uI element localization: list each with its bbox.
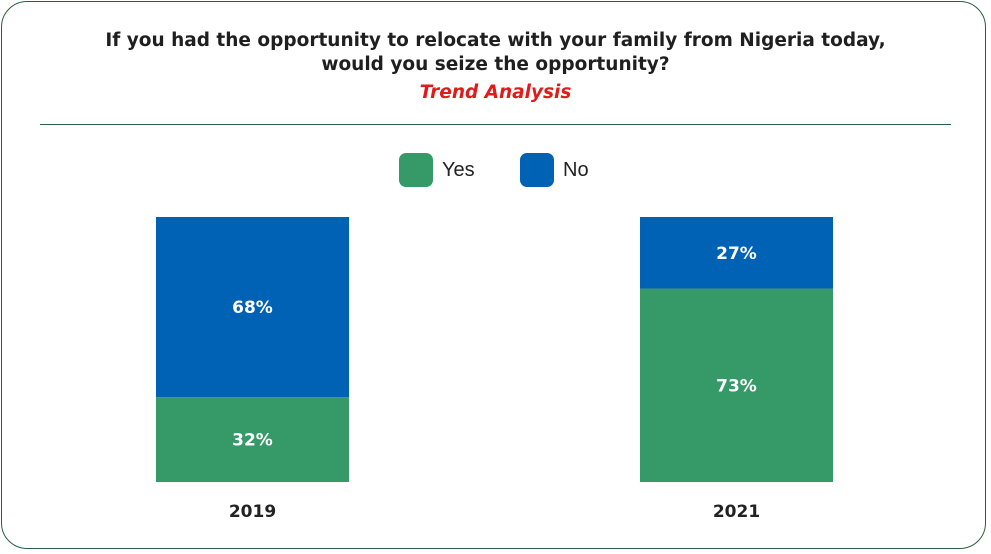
category-label-2021: 2021 bbox=[713, 502, 760, 522]
bar-2019-no bbox=[156, 217, 349, 398]
chart-title-line-1: If you had the opportunity to relocate w… bbox=[105, 30, 886, 51]
data-label-2019-no: 68% bbox=[232, 298, 273, 318]
data-label-2021-no: 27% bbox=[716, 244, 757, 264]
title-divider bbox=[40, 124, 951, 125]
legend-label-yes: Yes bbox=[442, 159, 475, 181]
legend-label-no: No bbox=[563, 159, 589, 181]
category-label-2019: 2019 bbox=[229, 502, 276, 522]
bar-2019-yes bbox=[156, 397, 349, 482]
bar-2021-no bbox=[640, 217, 833, 289]
chart-title: If you had the opportunity to relocate w… bbox=[0, 29, 991, 77]
chart-subtitle: Trend Analysis bbox=[419, 82, 572, 103]
legend-swatch-no bbox=[520, 153, 554, 187]
data-label-2019-yes: 32% bbox=[232, 431, 273, 451]
chart-title-line-2: would you seize the opportunity? bbox=[321, 54, 670, 75]
data-label-2021-yes: 73% bbox=[716, 376, 757, 396]
legend-swatch-yes bbox=[399, 153, 433, 187]
bar-2021-yes bbox=[640, 288, 833, 482]
